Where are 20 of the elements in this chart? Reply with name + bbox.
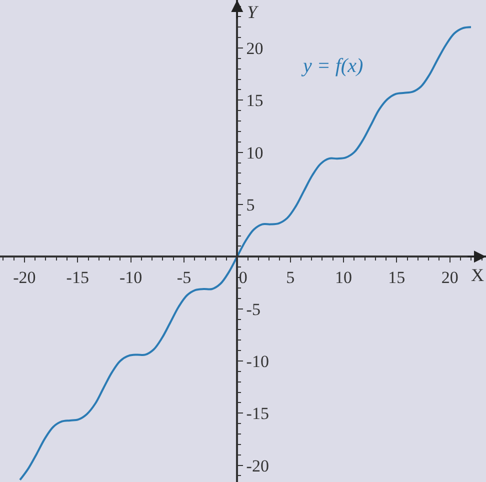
y-tick-label: -10 [246, 352, 269, 371]
x-tick-label: -10 [119, 268, 142, 287]
y-tick-label: 15 [246, 91, 264, 110]
x-tick-label: 20 [441, 268, 458, 287]
x-tick-label: -20 [13, 268, 36, 287]
y-tick-label: 5 [246, 195, 255, 214]
x-tick-label: 5 [286, 268, 295, 287]
x-tick-label: -15 [66, 268, 89, 287]
x-tick-label: 0 [238, 268, 248, 287]
x-tick-label: 15 [388, 268, 406, 287]
y-tick-label: -15 [246, 404, 269, 424]
y-tick-label: 20 [246, 38, 264, 58]
y-tick-label: -5 [246, 300, 260, 319]
x-axis-title: X [471, 265, 484, 285]
y-tick-label: 10 [246, 143, 264, 162]
y-tick-label: -20 [246, 456, 269, 476]
x-tick-label: -5 [176, 268, 192, 287]
x-tick-label: 10 [335, 268, 352, 287]
annotation: y = f(x) [301, 55, 364, 77]
y-axis-title: Y [247, 2, 259, 22]
